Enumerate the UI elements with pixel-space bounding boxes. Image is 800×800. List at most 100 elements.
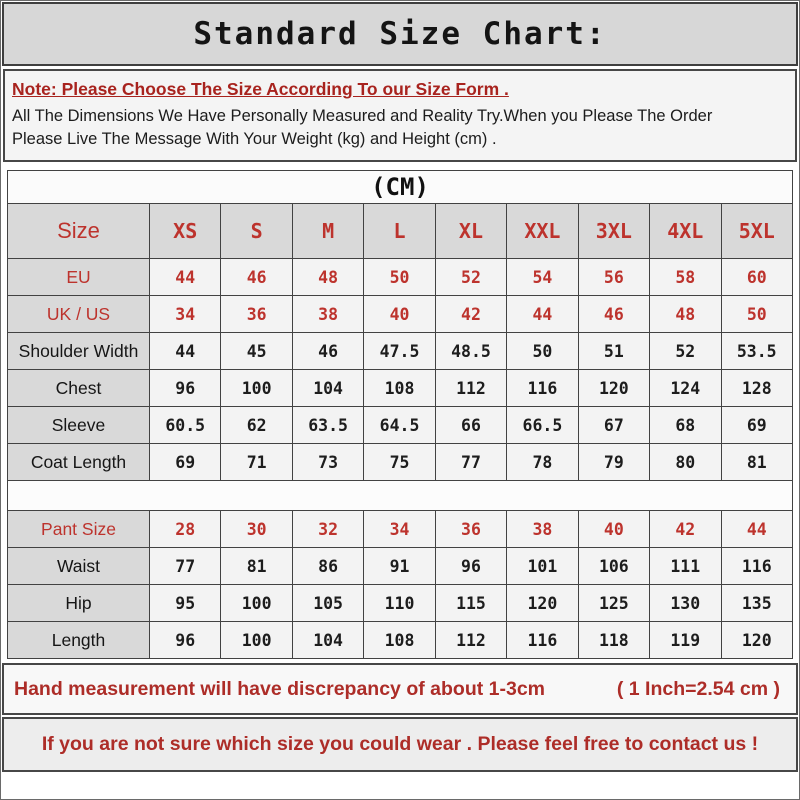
value-cell: 42 [649,510,722,548]
size-code-header: S [220,203,293,259]
unit-header: (CM) [7,170,793,204]
value-cell: 108 [363,369,436,407]
value-cell: 40 [363,295,436,333]
table-row: Length 96 100 104 108 112 116 118 119 120 [7,621,793,659]
value-cell: 105 [291,584,365,622]
value-cell: 120 [577,369,651,407]
value-cell: 46 [291,332,365,370]
value-cell: 116 [506,369,579,407]
value-cell: 111 [649,547,722,585]
value-cell: 64.5 [363,406,436,444]
table-row: Chest 96 100 104 108 112 116 120 124 128 [7,369,793,407]
value-cell: 86 [291,547,365,585]
value-cell: 50 [506,332,579,370]
value-cell: 48 [649,295,722,333]
value-cell: 91 [363,547,436,585]
value-cell: 112 [434,369,508,407]
value-cell: 52 [434,258,508,296]
value-cell: 118 [577,621,651,659]
value-cell: 44 [148,332,222,370]
value-cell: 50 [363,258,436,296]
table-row: Shoulder Width 44 45 46 47.5 48.5 50 51 52 53.5 [7,332,793,370]
value-cell: 100 [220,369,293,407]
value-cell: 69 [148,443,222,481]
value-cell: 80 [649,443,722,481]
size-column-header: Size [7,203,150,259]
row-label: Waist [7,547,150,585]
row-label: Sleeve [7,406,150,444]
size-code-header: 5XL [720,203,793,259]
size-code-header: XXL [506,203,579,259]
value-cell: 116 [506,621,579,659]
value-cell: 96 [148,621,222,659]
value-cell: 38 [506,510,579,548]
value-cell: 104 [291,621,365,659]
value-cell: 95 [148,584,222,622]
value-cell: 124 [649,369,722,407]
note-headline: Note: Please Choose The Size According T… [12,79,509,99]
value-cell: 75 [363,443,436,481]
value-cell: 79 [577,443,651,481]
table-row: Waist 77 81 86 91 96 101 106 111 116 [7,547,793,585]
value-cell: 48 [291,258,365,296]
value-cell: 63.5 [291,406,365,444]
value-cell: 34 [363,510,436,548]
value-cell: 120 [506,584,579,622]
value-cell: 106 [577,547,651,585]
value-cell: 77 [434,443,508,481]
contact-note-text: If you are not sure which size you could… [41,733,759,755]
value-cell: 45 [220,332,293,370]
row-label: Pant Size [7,510,150,548]
value-cell: 130 [649,584,722,622]
size-header-row: Size XS S M L XL XXL 3XL 4XL 5XL [7,203,793,259]
value-cell: 53.5 [720,332,793,370]
row-label: Hip [7,584,150,622]
value-cell: 62 [220,406,293,444]
value-cell: 44 [720,510,793,548]
row-label: Length [7,621,150,659]
size-code-header: M [291,203,365,259]
table-row: Pant Size 28 30 32 34 36 38 40 42 44 [7,510,793,548]
value-cell: 46 [220,258,293,296]
table-row: EU 44 46 48 50 52 54 56 58 60 [7,258,793,296]
value-cell: 42 [434,295,508,333]
spacer-row [7,480,793,511]
value-cell: 38 [291,295,365,333]
value-cell: 30 [220,510,293,548]
value-cell: 54 [506,258,579,296]
value-cell: 104 [291,369,365,407]
value-cell: 128 [720,369,793,407]
inch-conversion-note: ( 1 Inch=2.54 cm ) [616,677,780,700]
table-row: Coat Length 69 71 73 75 77 78 79 80 81 [7,443,793,481]
size-code-header: L [363,203,436,259]
size-code-header: 3XL [577,203,651,259]
table-row: Sleeve 60.5 62 63.5 64.5 66 66.5 67 68 69 [7,406,793,444]
size-code-header: XS [148,203,222,259]
value-cell: 112 [434,621,508,659]
value-cell: 69 [720,406,793,444]
value-cell: 77 [148,547,222,585]
size-code-header: XL [434,203,508,259]
row-label: EU [7,258,150,296]
value-cell: 73 [291,443,365,481]
value-cell: 44 [506,295,579,333]
value-cell: 100 [220,584,293,622]
value-cell: 60 [720,258,793,296]
value-cell: 71 [220,443,293,481]
value-cell: 119 [649,621,722,659]
table-row: UK / US 34 36 38 40 42 44 46 48 50 [7,295,793,333]
value-cell: 110 [363,584,436,622]
size-chart-table: (CM) Size XS S M L XL XXL 3XL 4XL 5XL EU 44 46 48 50 5… [7,170,793,659]
row-label: UK / US [7,295,150,333]
spacer-cell [7,480,793,511]
size-code-header: 4XL [649,203,722,259]
value-cell: 96 [148,369,222,407]
table-row: Hip 95 100 105 110 115 120 125 130 135 [7,584,793,622]
value-cell: 34 [148,295,222,333]
value-cell: 96 [434,547,508,585]
value-cell: 78 [506,443,579,481]
value-cell: 48.5 [434,332,508,370]
value-cell: 81 [220,547,293,585]
value-cell: 32 [291,510,365,548]
value-cell: 28 [148,510,222,548]
